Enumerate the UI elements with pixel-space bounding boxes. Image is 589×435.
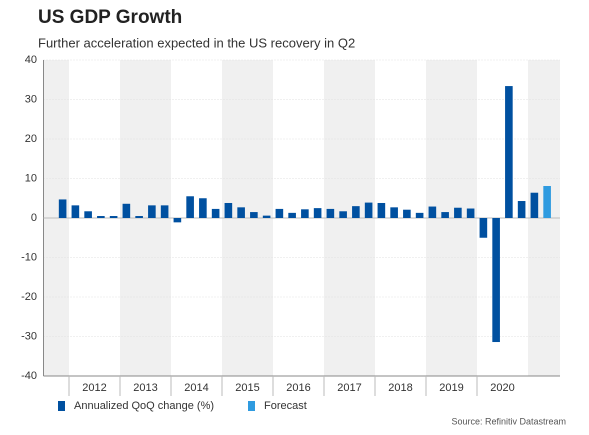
bar bbox=[313, 208, 322, 218]
bar bbox=[199, 198, 207, 218]
bar bbox=[352, 206, 360, 218]
bar bbox=[71, 205, 80, 218]
bar bbox=[122, 203, 131, 218]
y-tick-label: -40 bbox=[21, 370, 37, 382]
bar bbox=[505, 86, 513, 218]
bar bbox=[97, 216, 105, 218]
bar bbox=[390, 207, 398, 218]
bar bbox=[415, 212, 424, 218]
y-tick-label: 40 bbox=[25, 54, 37, 66]
chart-title: US GDP Growth bbox=[38, 7, 182, 28]
bar bbox=[543, 186, 551, 218]
y-tick-label: 20 bbox=[25, 133, 37, 145]
x-tick-label: 2012 bbox=[82, 382, 106, 394]
bar bbox=[479, 218, 488, 238]
bar bbox=[288, 212, 296, 218]
x-tick-label: 2016 bbox=[286, 382, 310, 394]
bar bbox=[517, 201, 526, 218]
x-tick-label: 2020 bbox=[490, 382, 514, 394]
bar bbox=[364, 202, 373, 218]
bar bbox=[211, 208, 220, 218]
bar bbox=[262, 215, 271, 218]
bar bbox=[441, 212, 449, 218]
bar bbox=[454, 207, 462, 218]
legend-label: Annualized QoQ change (%) bbox=[74, 400, 214, 412]
y-tick-label: -20 bbox=[21, 291, 37, 303]
source: Source: Refinitiv Datastream bbox=[451, 416, 566, 426]
x-tick-label: 2013 bbox=[133, 382, 157, 394]
bar bbox=[237, 207, 245, 218]
bar bbox=[492, 218, 500, 343]
bar bbox=[186, 196, 194, 218]
bar bbox=[148, 205, 156, 218]
bar bbox=[403, 209, 411, 218]
x-tick-label: 2019 bbox=[439, 382, 463, 394]
bar bbox=[250, 212, 258, 218]
x-tick-label: 2014 bbox=[184, 382, 208, 394]
chart-subtitle: Further acceleration expected in the US … bbox=[38, 35, 355, 50]
y-tick-label: 10 bbox=[25, 172, 37, 184]
bar bbox=[326, 208, 335, 218]
bar bbox=[58, 199, 67, 218]
y-tick-label: -30 bbox=[21, 330, 37, 342]
bar bbox=[224, 202, 233, 218]
bar bbox=[301, 209, 309, 218]
x-tick-label: 2015 bbox=[235, 382, 259, 394]
legend-swatch bbox=[58, 401, 65, 411]
bar bbox=[339, 211, 347, 218]
x-tick-label: 2017 bbox=[337, 382, 361, 394]
y-tick-label: 0 bbox=[31, 212, 37, 224]
bar bbox=[160, 205, 169, 218]
bar bbox=[173, 218, 182, 223]
bar bbox=[466, 208, 475, 218]
y-tick-label: -10 bbox=[21, 251, 37, 263]
bar bbox=[530, 192, 539, 218]
bar bbox=[109, 216, 118, 218]
bar bbox=[84, 211, 92, 218]
bar bbox=[377, 202, 386, 218]
x-tick-label: 2018 bbox=[388, 382, 412, 394]
bar bbox=[135, 216, 143, 218]
bar bbox=[428, 206, 437, 218]
legend-label: Forecast bbox=[264, 400, 307, 412]
y-tick-label: 30 bbox=[25, 93, 37, 105]
legend-swatch bbox=[248, 401, 255, 411]
bar bbox=[275, 208, 284, 218]
